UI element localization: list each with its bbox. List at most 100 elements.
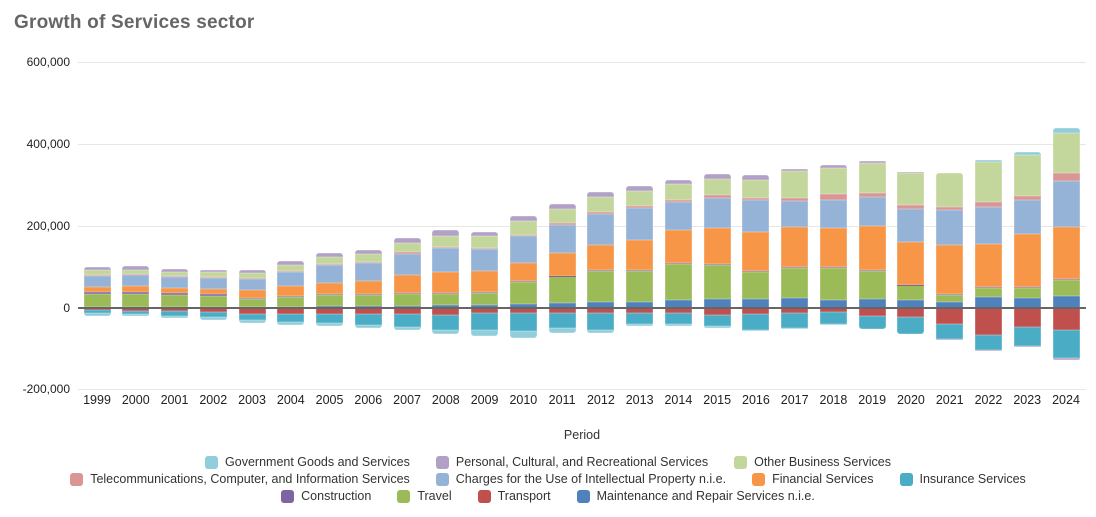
- bar-segment-government[interactable]: [587, 330, 615, 333]
- bar-segment-government[interactable]: [471, 330, 499, 337]
- bar-segment-personal[interactable]: [316, 253, 344, 258]
- bar-segment-personal[interactable]: [664, 179, 692, 185]
- bar-segment-telecom[interactable]: [393, 252, 421, 254]
- bar-segment-travel[interactable]: [664, 264, 692, 301]
- bar-segment-insurance[interactable]: [626, 312, 654, 325]
- legend-item-insurance[interactable]: Insurance Services: [899, 472, 1026, 486]
- bar-segment-travel[interactable]: [238, 298, 266, 308]
- bar-segment-government[interactable]: [974, 160, 1002, 163]
- bar-segment-personal[interactable]: [471, 231, 499, 237]
- bar-segment-construction[interactable]: [742, 271, 770, 272]
- bar-segment-other_business[interactable]: [703, 178, 731, 195]
- bar-segment-insurance[interactable]: [354, 314, 382, 325]
- bar-segment-travel[interactable]: [471, 292, 499, 305]
- bar-segment-charges[interactable]: [742, 200, 770, 232]
- bar-segment-transport[interactable]: [936, 307, 964, 325]
- legend-item-charges[interactable]: Charges for the Use of Intellectual Prop…: [435, 472, 726, 486]
- bar-segment-insurance[interactable]: [1013, 326, 1041, 347]
- bar-segment-transport[interactable]: [316, 307, 344, 315]
- bar-segment-travel[interactable]: [897, 285, 925, 301]
- bar-segment-insurance[interactable]: [936, 324, 964, 339]
- bar-segment-charges[interactable]: [664, 201, 692, 231]
- bar-segment-other_business[interactable]: [936, 172, 964, 207]
- legend-item-travel[interactable]: Travel: [397, 489, 452, 503]
- bar-segment-travel[interactable]: [781, 267, 809, 299]
- legend-item-government[interactable]: Government Goods and Services: [205, 455, 410, 469]
- legend-item-construction[interactable]: Construction: [281, 489, 371, 503]
- bar-segment-other_business[interactable]: [1013, 155, 1041, 196]
- bar-segment-construction[interactable]: [626, 269, 654, 271]
- bar-segment-charges[interactable]: [897, 209, 925, 243]
- bar-segment-transport[interactable]: [974, 307, 1002, 336]
- bar-segment-telecom[interactable]: [781, 197, 809, 201]
- bar-segment-financial[interactable]: [664, 230, 692, 264]
- bar-segment-other_business[interactable]: [471, 236, 499, 249]
- bar-segment-personal[interactable]: [548, 204, 576, 209]
- bar-segment-transport[interactable]: [277, 307, 305, 314]
- bar-segment-maintenance[interactable]: [587, 302, 615, 308]
- bar-segment-travel[interactable]: [936, 295, 964, 302]
- bar-segment-maintenance[interactable]: [858, 298, 886, 308]
- bar-segment-telecom[interactable]: [1052, 172, 1080, 181]
- bar-segment-insurance[interactable]: [703, 315, 731, 327]
- bar-segment-travel[interactable]: [1013, 287, 1041, 299]
- bar-segment-construction[interactable]: [1052, 279, 1080, 281]
- bar-segment-personal[interactable]: [199, 269, 227, 273]
- bar-segment-personal[interactable]: [83, 267, 111, 271]
- bar-segment-insurance[interactable]: [664, 312, 692, 324]
- bar-segment-maintenance[interactable]: [626, 301, 654, 308]
- bar-segment-insurance[interactable]: [858, 316, 886, 330]
- bar-segment-personal[interactable]: [897, 171, 925, 173]
- bar-segment-construction[interactable]: [161, 293, 189, 295]
- bar-segment-maintenance[interactable]: [509, 304, 537, 308]
- bar-segment-transport[interactable]: [393, 307, 421, 315]
- bar-segment-personal[interactable]: [432, 229, 460, 236]
- bar-segment-insurance[interactable]: [974, 335, 1002, 351]
- bar-segment-charges[interactable]: [122, 275, 150, 287]
- bar-segment-other_business[interactable]: [587, 197, 615, 213]
- bar-segment-insurance[interactable]: [819, 312, 847, 324]
- legend-item-other_business[interactable]: Other Business Services: [734, 455, 891, 469]
- bar-segment-government[interactable]: [199, 317, 227, 320]
- bar-segment-insurance[interactable]: [238, 314, 266, 321]
- bar-segment-other_business[interactable]: [664, 184, 692, 200]
- bar-segment-insurance[interactable]: [509, 312, 537, 331]
- bar-segment-construction[interactable]: [354, 294, 382, 296]
- bar-segment-construction[interactable]: [858, 270, 886, 272]
- bar-segment-telecom[interactable]: [897, 204, 925, 210]
- bar-segment-transport[interactable]: [664, 307, 692, 313]
- bar-segment-charges[interactable]: [354, 262, 382, 281]
- bar-segment-insurance[interactable]: [83, 310, 111, 313]
- bar-segment-personal[interactable]: [277, 261, 305, 265]
- bar-segment-construction[interactable]: [548, 275, 576, 277]
- bar-segment-other_business[interactable]: [858, 163, 886, 193]
- bar-segment-construction[interactable]: [316, 294, 344, 295]
- bar-segment-charges[interactable]: [626, 208, 654, 240]
- bar-segment-travel[interactable]: [393, 293, 421, 306]
- bar-segment-financial[interactable]: [1052, 226, 1080, 280]
- bar-segment-transport[interactable]: [83, 307, 111, 311]
- bar-segment-travel[interactable]: [587, 271, 615, 303]
- bar-segment-telecom[interactable]: [587, 212, 615, 215]
- bar-segment-other_business[interactable]: [199, 272, 227, 277]
- bar-segment-telecom[interactable]: [703, 194, 731, 198]
- bar-segment-personal[interactable]: [587, 192, 615, 198]
- bar-segment-transport[interactable]: [819, 307, 847, 313]
- bar-segment-travel[interactable]: [742, 271, 770, 300]
- bar-segment-transport[interactable]: [781, 307, 809, 314]
- bar-segment-maintenance[interactable]: [742, 299, 770, 308]
- bar-segment-construction[interactable]: [819, 267, 847, 268]
- bar-segment-transport[interactable]: [509, 307, 537, 313]
- bar-segment-other_business[interactable]: [277, 265, 305, 272]
- bar-segment-construction[interactable]: [393, 292, 421, 294]
- bar-segment-travel[interactable]: [703, 265, 731, 300]
- bar-segment-travel[interactable]: [277, 296, 305, 307]
- bar-segment-financial[interactable]: [1013, 233, 1041, 288]
- bar-segment-government[interactable]: [393, 327, 421, 331]
- bar-segment-personal[interactable]: [122, 266, 150, 270]
- bar-segment-transport[interactable]: [587, 307, 615, 313]
- bar-segment-charges[interactable]: [858, 197, 886, 226]
- bar-segment-telecom[interactable]: [161, 276, 189, 277]
- bar-segment-construction[interactable]: [781, 267, 809, 268]
- bar-segment-government[interactable]: [161, 315, 189, 319]
